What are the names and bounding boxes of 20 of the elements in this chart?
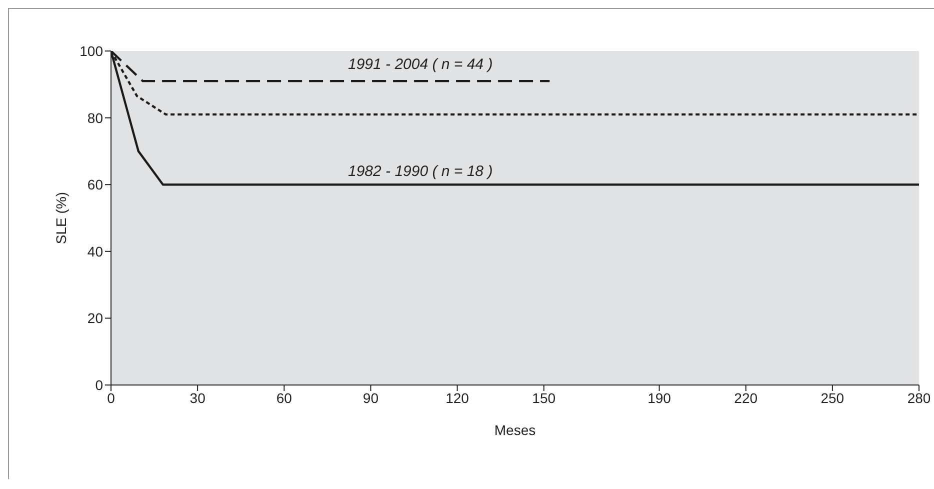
x-axis-title: Meses (494, 422, 536, 438)
x-tick-label: 280 (907, 390, 931, 406)
y-tick-label: 0 (95, 376, 104, 393)
x-tick-label: 250 (820, 390, 844, 406)
x-tick-label: 190 (648, 390, 672, 406)
x-tick-label: 30 (190, 390, 206, 406)
x-tick-label: 220 (734, 390, 758, 406)
x-tick-label: 60 (276, 390, 292, 406)
x-tick-label: 120 (446, 390, 470, 406)
x-tick-label: 150 (532, 390, 556, 406)
x-tick-label: 90 (362, 390, 379, 406)
y-tick-label: 40 (87, 243, 104, 260)
y-axis-title: SLE (%) (52, 192, 69, 244)
annotation: 1991 - 2004 ( n = 44 ) (348, 56, 493, 73)
y-tick-label: 100 (80, 42, 104, 59)
y-tick-label: 80 (87, 110, 104, 126)
x-tick-label: 0 (107, 390, 116, 406)
y-tick-label: 20 (87, 310, 104, 326)
y-tick-label: 60 (87, 176, 104, 193)
annotation: 1982 - 1990 ( n = 18 ) (348, 163, 493, 180)
